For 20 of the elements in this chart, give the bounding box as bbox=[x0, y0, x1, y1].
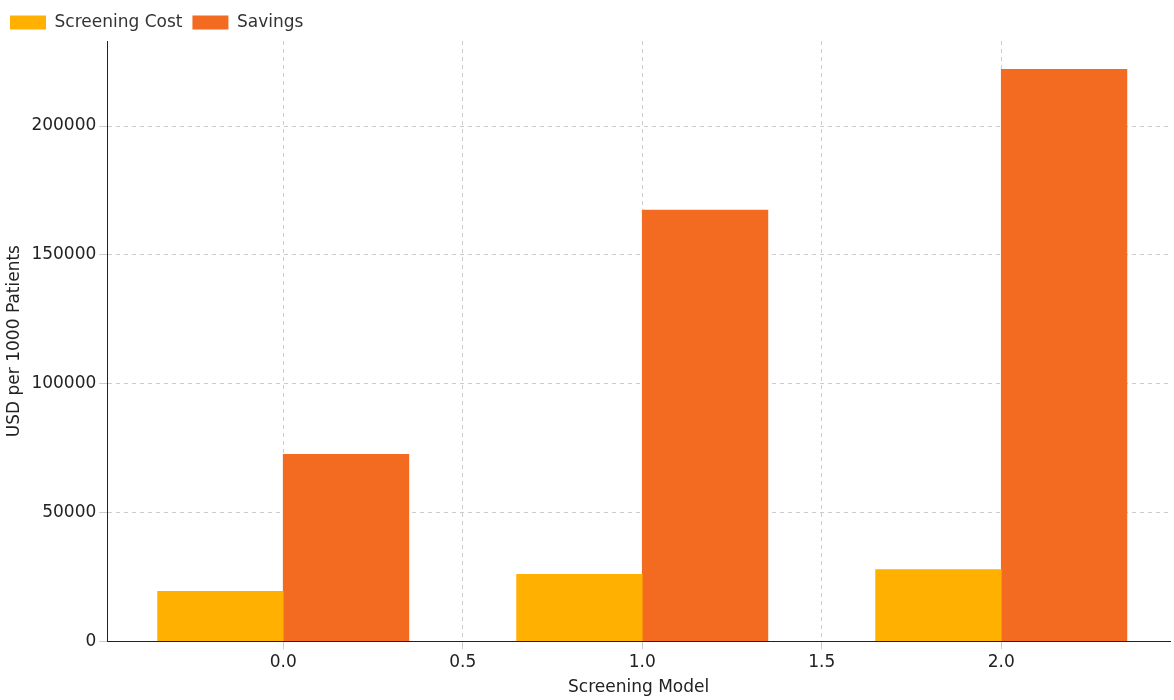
x-axis-title: Screening Model bbox=[568, 676, 710, 697]
legend-label: Screening Cost bbox=[54, 10, 183, 31]
bar bbox=[282, 454, 410, 642]
bar bbox=[1000, 69, 1128, 642]
y-tick-label: 50000 bbox=[42, 500, 97, 521]
legend-label: Savings bbox=[236, 10, 304, 31]
y-tick-label: 100000 bbox=[31, 372, 97, 393]
x-tick-label: 2.0 bbox=[987, 650, 1015, 671]
bar bbox=[516, 573, 643, 642]
y-tick-label: 200000 bbox=[31, 114, 97, 135]
x-tick-label: 0.0 bbox=[269, 650, 297, 671]
bar bbox=[875, 569, 1002, 642]
x-tick-label: 1.0 bbox=[628, 650, 656, 671]
x-tick-label: 0.5 bbox=[449, 650, 477, 671]
bar bbox=[641, 209, 769, 642]
y-axis-title: USD per 1000 Patients bbox=[2, 244, 23, 438]
y-tick-label: 150000 bbox=[31, 243, 97, 264]
y-tick-label: 0 bbox=[85, 629, 97, 650]
bar bbox=[157, 590, 284, 642]
x-tick-label: 1.5 bbox=[808, 650, 836, 671]
